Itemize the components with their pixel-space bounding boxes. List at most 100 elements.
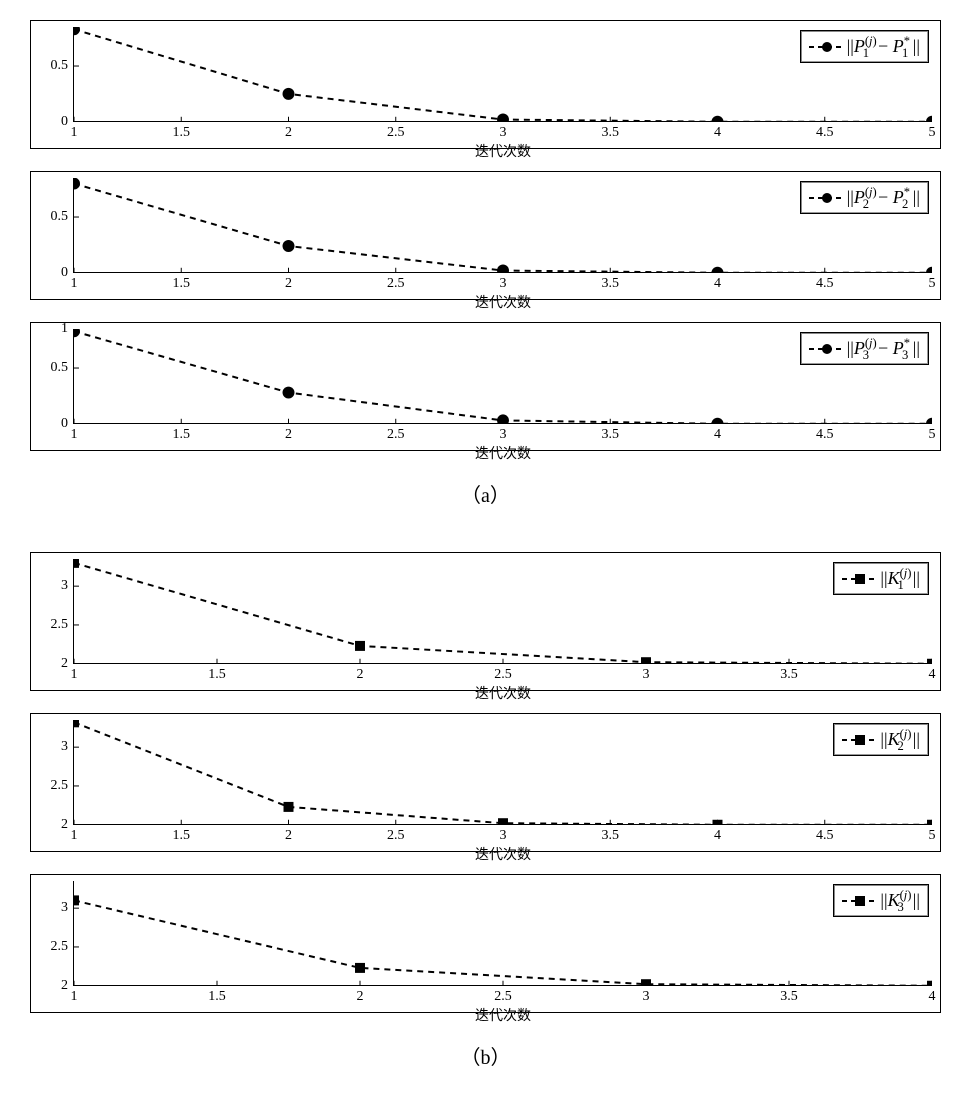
data-marker: [355, 641, 365, 651]
data-marker: [284, 802, 294, 812]
xtick-label: 1: [71, 663, 78, 683]
ytick-label: 2.5: [51, 939, 75, 955]
xtick-label: 3.5: [602, 824, 620, 844]
legend: ||P(j)1 − P*1 ||: [800, 30, 929, 63]
xtick-label: 2: [285, 423, 292, 443]
data-marker: [283, 240, 295, 252]
x-axis-label: 迭代次数: [475, 272, 531, 312]
data-marker: [74, 27, 80, 35]
legend-label: ||P(j)2 − P*2 ||: [847, 185, 920, 212]
plot-area: 00.511.522.533.544.55迭代次数||P(j)2 − P*2 |…: [73, 178, 932, 273]
xtick-label: 4.5: [816, 272, 834, 292]
xtick-label: 3.5: [780, 663, 798, 683]
legend-marker-icon: [809, 40, 845, 54]
line-chart-svg: [74, 720, 932, 825]
chart-panel: 00.5111.522.533.544.55迭代次数||P(j)3 − P*3 …: [30, 322, 941, 451]
xtick-label: 2.5: [387, 824, 405, 844]
ytick-label: 3: [61, 578, 74, 594]
xtick-label: 4.5: [816, 423, 834, 443]
data-marker: [283, 88, 295, 100]
xtick-label: 3.5: [780, 985, 798, 1005]
xtick-label: 4: [714, 121, 721, 141]
xtick-label: 1: [71, 423, 78, 443]
ytick-label: 1: [61, 321, 74, 337]
legend-marker-icon: [809, 191, 845, 205]
xtick-label: 3.5: [602, 272, 620, 292]
xtick-label: 5: [929, 423, 936, 443]
x-axis-label: 迭代次数: [475, 663, 531, 703]
xtick-label: 4: [714, 423, 721, 443]
legend-label: ||P(j)1 − P*1 ||: [847, 34, 920, 61]
data-marker: [74, 559, 79, 568]
x-axis-label: 迭代次数: [475, 121, 531, 161]
series-line: [74, 900, 932, 985]
legend-label: ||P(j)3 − P*3 ||: [847, 336, 920, 363]
chart-panel: 22.5311.522.533.54迭代次数||K(j)3 ||: [30, 874, 941, 1013]
xtick-label: 3.5: [602, 121, 620, 141]
xtick-label: 2.5: [387, 423, 405, 443]
x-axis-label: 迭代次数: [475, 423, 531, 463]
legend-marker-icon: [842, 572, 878, 586]
chart-panel: 22.5311.522.533.544.55迭代次数||K(j)2 ||: [30, 713, 941, 852]
xtick-label: 4: [929, 985, 936, 1005]
xtick-label: 1.5: [208, 663, 226, 683]
ytick-label: 0.5: [51, 209, 75, 225]
ytick-label: 2.5: [51, 617, 75, 633]
legend: ||K(j)2 ||: [833, 723, 929, 756]
chart-panel: 00.511.522.533.544.55迭代次数||P(j)2 − P*2 |…: [30, 171, 941, 300]
chart-panel: 22.5311.522.533.54迭代次数||K(j)1 ||: [30, 552, 941, 691]
plot-area: 22.5311.522.533.544.55迭代次数||K(j)2 ||: [73, 720, 932, 825]
xtick-label: 4: [714, 272, 721, 292]
figure-group-a: 00.511.522.533.544.55迭代次数||P(j)1 − P*1 |…: [0, 0, 971, 532]
xtick-label: 5: [929, 824, 936, 844]
xtick-label: 2.5: [387, 121, 405, 141]
x-axis-label: 迭代次数: [475, 985, 531, 1025]
xtick-label: 2: [356, 663, 363, 683]
legend: ||K(j)3 ||: [833, 884, 929, 917]
xtick-label: 3.5: [602, 423, 620, 443]
xtick-label: 1.5: [173, 121, 191, 141]
subfigure-caption: （a）: [30, 473, 941, 522]
xtick-label: 2: [285, 121, 292, 141]
xtick-label: 4.5: [816, 824, 834, 844]
series-line: [74, 563, 932, 664]
legend-marker-icon: [809, 342, 845, 356]
legend-marker-icon: [842, 894, 878, 908]
data-marker: [74, 895, 79, 905]
xtick-label: 3: [642, 985, 649, 1005]
plot-area: 22.5311.522.533.54迭代次数||K(j)1 ||: [73, 559, 932, 664]
plot-area: 00.5111.522.533.544.55迭代次数||P(j)3 − P*3 …: [73, 329, 932, 424]
xtick-label: 2.5: [387, 272, 405, 292]
legend: ||K(j)1 ||: [833, 562, 929, 595]
xtick-label: 5: [929, 272, 936, 292]
xtick-label: 1.5: [173, 272, 191, 292]
x-axis-label: 迭代次数: [475, 824, 531, 864]
data-marker: [355, 963, 365, 973]
xtick-label: 3: [642, 663, 649, 683]
line-chart-svg: [74, 559, 932, 664]
legend: ||P(j)2 − P*2 ||: [800, 181, 929, 214]
xtick-label: 2: [356, 985, 363, 1005]
ytick-label: 0.5: [51, 58, 75, 74]
line-chart-svg: [74, 881, 932, 986]
xtick-label: 1.5: [173, 824, 191, 844]
series-line: [74, 722, 932, 824]
xtick-label: 1: [71, 985, 78, 1005]
xtick-label: 5: [929, 121, 936, 141]
xtick-label: 4: [929, 663, 936, 683]
xtick-label: 4.5: [816, 121, 834, 141]
legend-label: ||K(j)2 ||: [880, 727, 920, 754]
figure-group-b: 22.5311.522.533.54迭代次数||K(j)1 ||22.5311.…: [0, 532, 971, 1094]
xtick-label: 1: [71, 121, 78, 141]
data-marker: [74, 178, 80, 190]
legend-marker-icon: [842, 733, 878, 747]
ytick-label: 3: [61, 739, 74, 755]
subfigure-caption: （b）: [30, 1035, 941, 1084]
xtick-label: 2: [285, 272, 292, 292]
xtick-label: 1: [71, 824, 78, 844]
xtick-label: 1.5: [173, 423, 191, 443]
plot-area: 00.511.522.533.544.55迭代次数||P(j)1 − P*1 |…: [73, 27, 932, 122]
ytick-label: 0.5: [51, 360, 75, 376]
data-marker: [74, 720, 79, 727]
ytick-label: 3: [61, 900, 74, 916]
